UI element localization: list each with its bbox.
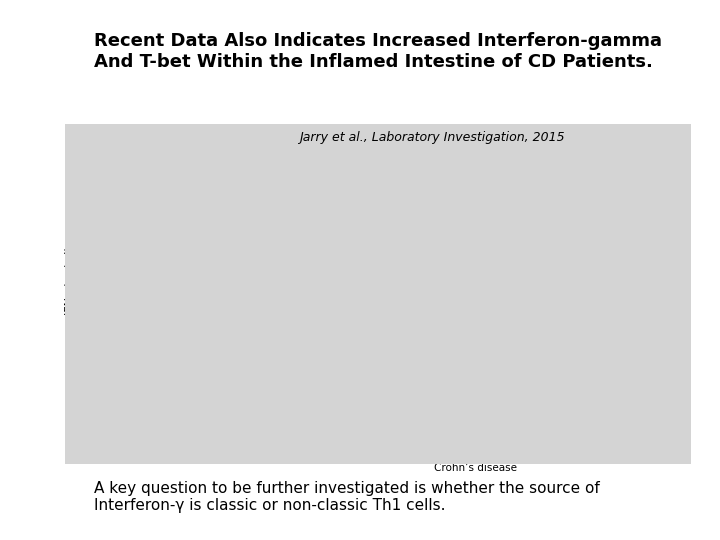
Point [548, 380, 559, 389]
Y-axis label: number of T-bet+ cells per field: number of T-bet+ cells per field [388, 192, 398, 369]
Point [461, 402, 472, 411]
Point [629, 222, 640, 231]
Text: A key question to be further investigated is whether the source of
Interferon-γ : A key question to be further investigate… [94, 481, 599, 513]
Point [307, 326, 319, 335]
Point [300, 408, 312, 416]
Point [304, 288, 315, 296]
Point [540, 367, 552, 375]
Point [535, 321, 546, 330]
Point [148, 410, 159, 419]
Point [222, 400, 233, 409]
Point [459, 398, 471, 407]
Point [462, 394, 474, 402]
Point [306, 274, 318, 283]
Point [304, 191, 315, 200]
Point [624, 232, 635, 240]
Point [464, 389, 476, 397]
Point [302, 407, 313, 416]
Point [226, 403, 238, 412]
Text: p = 0.0006: p = 0.0006 [559, 156, 617, 166]
Point [145, 410, 157, 419]
Text: Jarry et al., Laboratory Investigation, 2015: Jarry et al., Laboratory Investigation, … [300, 131, 564, 144]
Point [457, 407, 469, 416]
Point [224, 337, 235, 346]
Point [312, 178, 324, 186]
Point [225, 409, 236, 418]
Point [302, 323, 314, 332]
Point [144, 410, 156, 418]
Point [464, 367, 475, 375]
Y-axis label: IFNγ (pg/ml): IFNγ (pg/ml) [65, 246, 75, 315]
Point [536, 384, 547, 393]
Point [302, 249, 313, 258]
Point [307, 328, 318, 337]
Text: Recent Data Also Indicates Increased Interferon-gamma
And T-bet Within the Infla: Recent Data Also Indicates Increased Int… [94, 32, 662, 71]
Text: b: b [400, 140, 411, 156]
Point [220, 408, 232, 416]
Point [619, 276, 631, 285]
Point [310, 191, 322, 200]
Point [218, 402, 230, 411]
Point [138, 409, 150, 418]
Point [141, 410, 153, 419]
Point [627, 245, 639, 254]
Point [149, 410, 161, 419]
Point [145, 411, 156, 420]
Point [310, 326, 322, 335]
Point [618, 232, 629, 240]
Text: p = 0.0001: p = 0.0001 [242, 154, 300, 164]
Point [221, 357, 233, 366]
Point [544, 335, 556, 343]
Point [545, 326, 557, 335]
Point [220, 405, 232, 414]
Point [305, 263, 316, 272]
Text: a: a [66, 140, 77, 156]
Point [312, 409, 323, 418]
Point [138, 410, 150, 419]
Text: Crohn’s disease: Crohn’s disease [433, 463, 517, 473]
Point [138, 410, 149, 419]
Point [307, 394, 319, 402]
Point [231, 373, 243, 382]
Point [146, 411, 158, 420]
Point [623, 195, 634, 204]
Point [629, 227, 641, 235]
Point [222, 406, 233, 415]
Point [454, 394, 465, 402]
Point [621, 227, 633, 235]
Point [229, 371, 240, 380]
Point [300, 375, 312, 384]
